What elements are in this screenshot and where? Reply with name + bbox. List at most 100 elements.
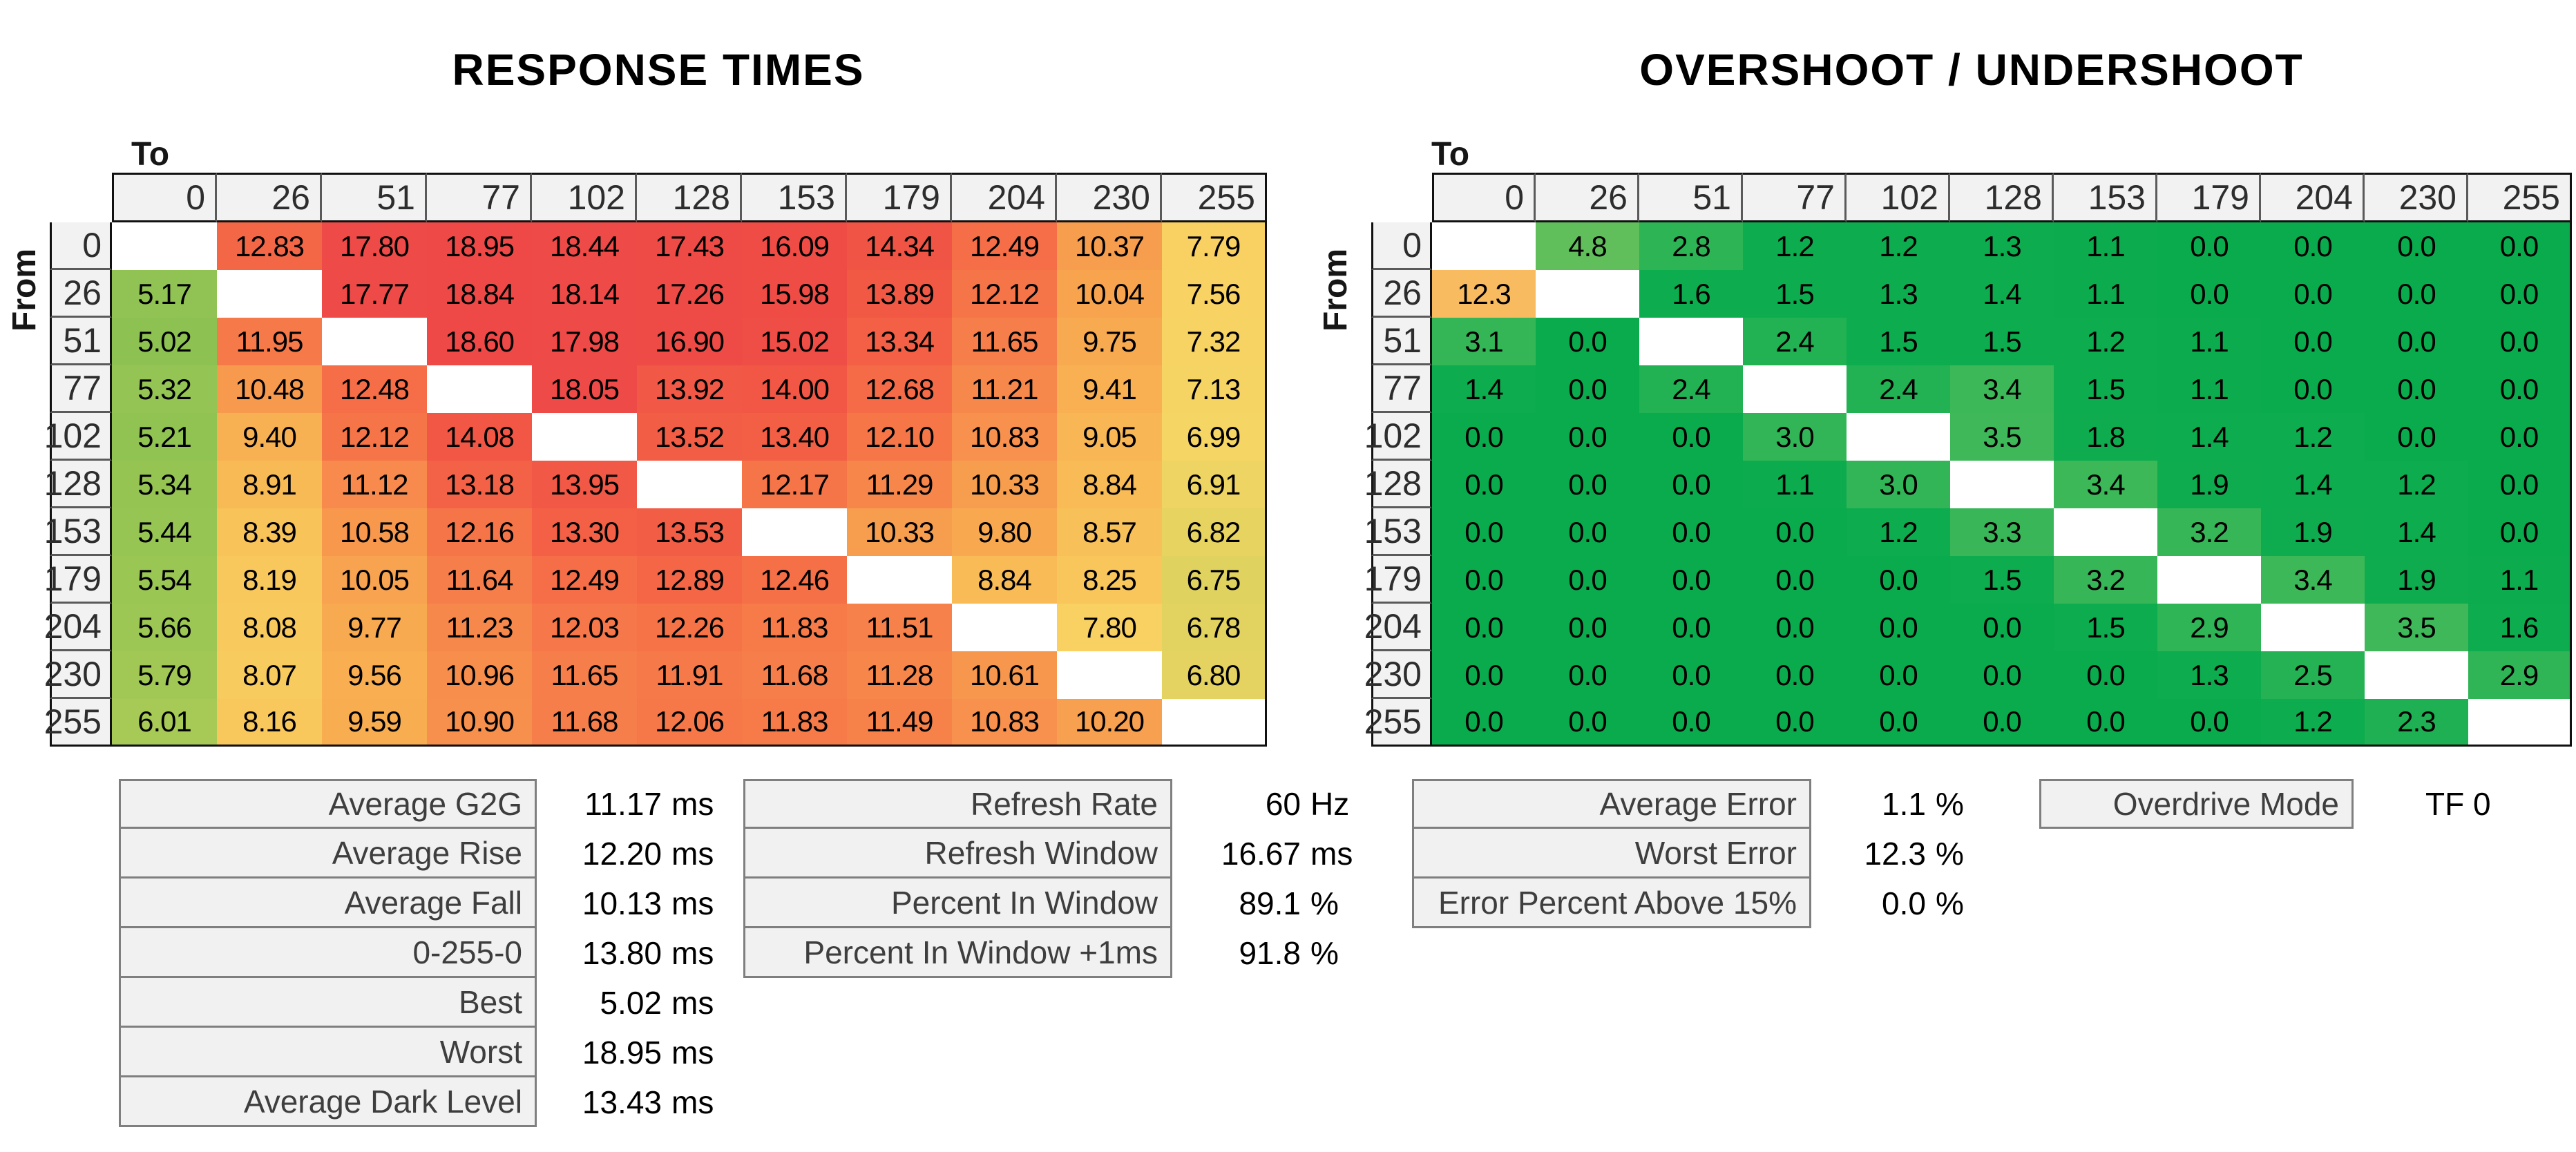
matrix-cell: 4.8 <box>1536 222 1639 270</box>
matrix-cell: 11.12 <box>322 461 427 508</box>
col-header-128: 128 <box>1950 173 2054 222</box>
matrix-cell: 11.49 <box>847 699 952 747</box>
matrix-cell: 2.5 <box>2261 651 2365 699</box>
matrix-cell-blank <box>1950 461 2054 508</box>
matrix-cell: 12.06 <box>637 699 742 747</box>
stats-value-number: 13.80 <box>582 935 662 971</box>
stats-value-unit: ms <box>1310 836 1353 872</box>
matrix-cell: 0.0 <box>1536 604 1639 651</box>
matrix-cell-blank <box>637 461 742 508</box>
stats-row: Average Rise 12.20 ms <box>119 829 714 879</box>
row-header-102: 102 <box>1364 413 1432 461</box>
matrix-cell-blank <box>1432 222 1536 270</box>
matrix-cell: 12.48 <box>322 365 427 413</box>
matrix-cell: 13.18 <box>427 461 532 508</box>
matrix-cell: 3.0 <box>1743 413 1847 461</box>
matrix-cell: 13.30 <box>532 508 637 556</box>
matrix-cell: 0.0 <box>2468 222 2572 270</box>
stats-value-number: 91.8 <box>1239 935 1301 971</box>
matrix-cell: 8.57 <box>1057 508 1162 556</box>
stats-value-number: 11.17 <box>584 786 662 822</box>
stats-value-unit: ms <box>671 985 714 1021</box>
col-header-51: 51 <box>322 173 427 222</box>
matrix-cell: 8.91 <box>217 461 322 508</box>
matrix-cell: 0.0 <box>1432 413 1536 461</box>
matrix-cell: 1.2 <box>1743 222 1847 270</box>
matrix-cell: 1.8 <box>2054 413 2157 461</box>
matrix-cell: 0.0 <box>2365 413 2468 461</box>
col-header-51: 51 <box>1639 173 1743 222</box>
row-header-204: 204 <box>1364 604 1432 651</box>
matrix-cell: 0.0 <box>2261 222 2365 270</box>
matrix-cell-blank <box>1639 318 1743 365</box>
matrix-cell: 0.0 <box>1536 651 1639 699</box>
matrix-cell: 11.83 <box>742 604 847 651</box>
matrix-cell: 0.0 <box>2468 318 2572 365</box>
matrix-cell: 1.2 <box>1847 222 1950 270</box>
to-axis-label-left: To <box>131 136 170 173</box>
matrix-cell: 0.0 <box>1536 508 1639 556</box>
matrix-cell: 0.0 <box>2365 318 2468 365</box>
matrix-cell: 0.0 <box>2365 365 2468 413</box>
col-header-153: 153 <box>2054 173 2157 222</box>
stats-value-unit: % <box>1310 935 1339 971</box>
matrix-cell: 7.56 <box>1162 270 1267 318</box>
matrix-cell: 5.66 <box>112 604 217 651</box>
matrix-cell-blank <box>1743 365 1847 413</box>
stats-row: Average Fall 10.13 ms <box>119 879 714 928</box>
matrix-cell: 14.34 <box>847 222 952 270</box>
matrix-cell: 1.3 <box>1950 222 2054 270</box>
stats-row: Refresh Rate 60 Hz <box>743 779 1353 829</box>
matrix-cell: 3.0 <box>1847 461 1950 508</box>
matrix-cell: 0.0 <box>1639 413 1743 461</box>
matrix-cell: 5.34 <box>112 461 217 508</box>
stats-value: 13.80 ms <box>537 928 714 978</box>
stats-value-number: 1.1 <box>1882 786 1926 822</box>
stats-value-unit: % <box>1936 836 1964 872</box>
matrix-cell: 18.44 <box>532 222 637 270</box>
matrix-cell-blank <box>1847 413 1950 461</box>
matrix-cell: 1.5 <box>1847 318 1950 365</box>
matrix-cell: 2.8 <box>1639 222 1743 270</box>
matrix-cell: 6.99 <box>1162 413 1267 461</box>
matrix-cell-blank <box>2468 699 2572 747</box>
matrix-cell: 2.4 <box>1639 365 1743 413</box>
matrix-cell: 0.0 <box>1432 461 1536 508</box>
matrix-cell-blank <box>1536 270 1639 318</box>
matrix-cell: 3.4 <box>1950 365 2054 413</box>
matrix-cell-blank <box>847 556 952 604</box>
matrix-cell: 18.60 <box>427 318 532 365</box>
matrix-cell: 5.32 <box>112 365 217 413</box>
matrix-cell: 12.49 <box>952 222 1057 270</box>
matrix-cell: 12.17 <box>742 461 847 508</box>
stats-row: Worst 18.95 ms <box>119 1028 714 1077</box>
matrix-cell-blank <box>1162 699 1267 747</box>
matrix-cell: 15.02 <box>742 318 847 365</box>
stats-label: Overdrive Mode <box>2039 779 2354 829</box>
matrix-cell: 6.01 <box>112 699 217 747</box>
matrix-cell: 0.0 <box>2468 461 2572 508</box>
col-header-77: 77 <box>1743 173 1847 222</box>
matrix-cell-blank <box>532 413 637 461</box>
matrix-cell: 13.95 <box>532 461 637 508</box>
matrix-cell: 12.83 <box>217 222 322 270</box>
matrix-cell: 13.89 <box>847 270 952 318</box>
matrix-cell: 3.1 <box>1432 318 1536 365</box>
stats-row: Percent In Window +1ms 91.8% <box>743 928 1353 978</box>
matrix-cell: 17.80 <box>322 222 427 270</box>
matrix-cell: 1.6 <box>1639 270 1743 318</box>
matrix-cell: 11.95 <box>217 318 322 365</box>
matrix-cell: 0.0 <box>1536 318 1639 365</box>
matrix-cell: 2.3 <box>2365 699 2468 747</box>
matrix-cell: 1.2 <box>2054 318 2157 365</box>
matrix-cell: 0.0 <box>1536 413 1639 461</box>
matrix-cell: 0.0 <box>1743 699 1847 747</box>
matrix-cell: 12.26 <box>637 604 742 651</box>
stats-value-number: 12.3 <box>1864 836 1926 872</box>
stats-value: 89.1% <box>1172 879 1338 928</box>
matrix-cell: 18.05 <box>532 365 637 413</box>
stats-label: Percent In Window <box>743 879 1172 928</box>
matrix-cell: 5.17 <box>112 270 217 318</box>
matrix-cell: 5.21 <box>112 413 217 461</box>
matrix-cell: 0.0 <box>1536 556 1639 604</box>
